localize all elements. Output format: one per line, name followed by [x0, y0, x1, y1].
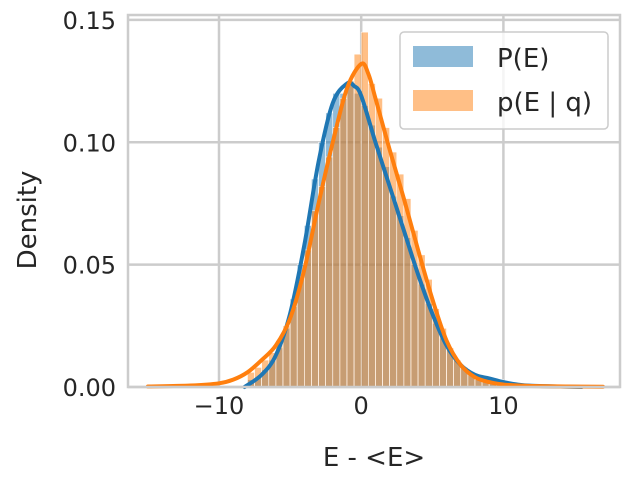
legend-label-p-e-given-q: p(E | q): [497, 88, 592, 118]
kde-curves: [145, 61, 605, 389]
histogram-bar: [346, 80, 355, 388]
histogram-bars: [247, 31, 533, 388]
x-tick-label: −10: [194, 392, 245, 420]
y-tick-label: 0.15: [63, 7, 116, 35]
legend-label-p-e: P(E): [497, 44, 549, 74]
histogram-bar: [339, 97, 348, 388]
kde-line: [242, 80, 584, 389]
y-tick-label: 0.05: [63, 252, 116, 280]
histogram-bar: [353, 53, 362, 388]
x-tick-label: 0: [354, 392, 369, 420]
legend-swatch-p-e: [413, 46, 473, 67]
y-tick-label: 0.10: [63, 129, 116, 157]
legend-swatch-p-e-given-q: [413, 90, 473, 111]
histogram-bar: [318, 186, 326, 388]
y-axis-label: Density: [13, 171, 43, 270]
x-tick-label: 10: [488, 392, 519, 420]
histogram-bar: [360, 31, 369, 388]
x-axis-label: E - <E>: [323, 443, 425, 473]
kde-line: [145, 61, 605, 389]
plot-frame: [126, 13, 622, 389]
tick-labels: −10 0 10 0.00 0.05 0.10 0.15: [63, 7, 519, 420]
y-tick-label: 0.00: [63, 374, 116, 402]
histogram-bar: [325, 156, 334, 388]
histogram-bar: [332, 127, 341, 388]
legend: P(E) p(E | q): [399, 31, 609, 130]
